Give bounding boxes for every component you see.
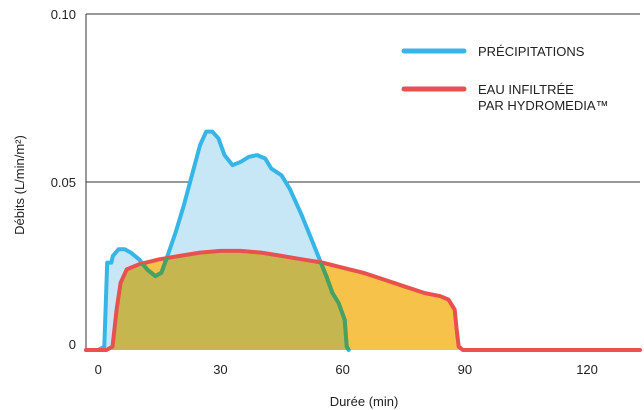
y-tick-label-2: 0.10 [51, 7, 76, 22]
x-tick-label-2: 60 [335, 362, 349, 377]
x-tick-label-3: 90 [458, 362, 472, 377]
legend: PRÉCIPITATIONS EAU INFILTRÉE PAR HYDROMED… [401, 44, 609, 113]
y-axis-title: Débits (L/min/m²) [12, 135, 27, 235]
overlap-area [86, 250, 349, 350]
infiltration-line [84, 248, 642, 352]
y-tick-label-1: 0.05 [51, 175, 76, 190]
y-tick-labels: 0 0.05 0.10 [51, 7, 76, 352]
y-tick-label-0: 0 [69, 337, 76, 352]
gridlines [86, 13, 640, 183]
legend-label-rain: PRÉCIPITATIONS [478, 44, 585, 59]
x-axis-title: Durée (min) [330, 394, 399, 409]
x-tick-labels: 0 30 60 90 120 [95, 362, 598, 377]
x-tick-label-4: 120 [576, 362, 598, 377]
rain-line [84, 129, 351, 352]
x-tick-label-0: 0 [95, 362, 102, 377]
legend-label-infiltration: EAU INFILTRÉE PAR HYDROMEDIA™ [478, 82, 609, 113]
x-tick-label-1: 30 [213, 362, 227, 377]
